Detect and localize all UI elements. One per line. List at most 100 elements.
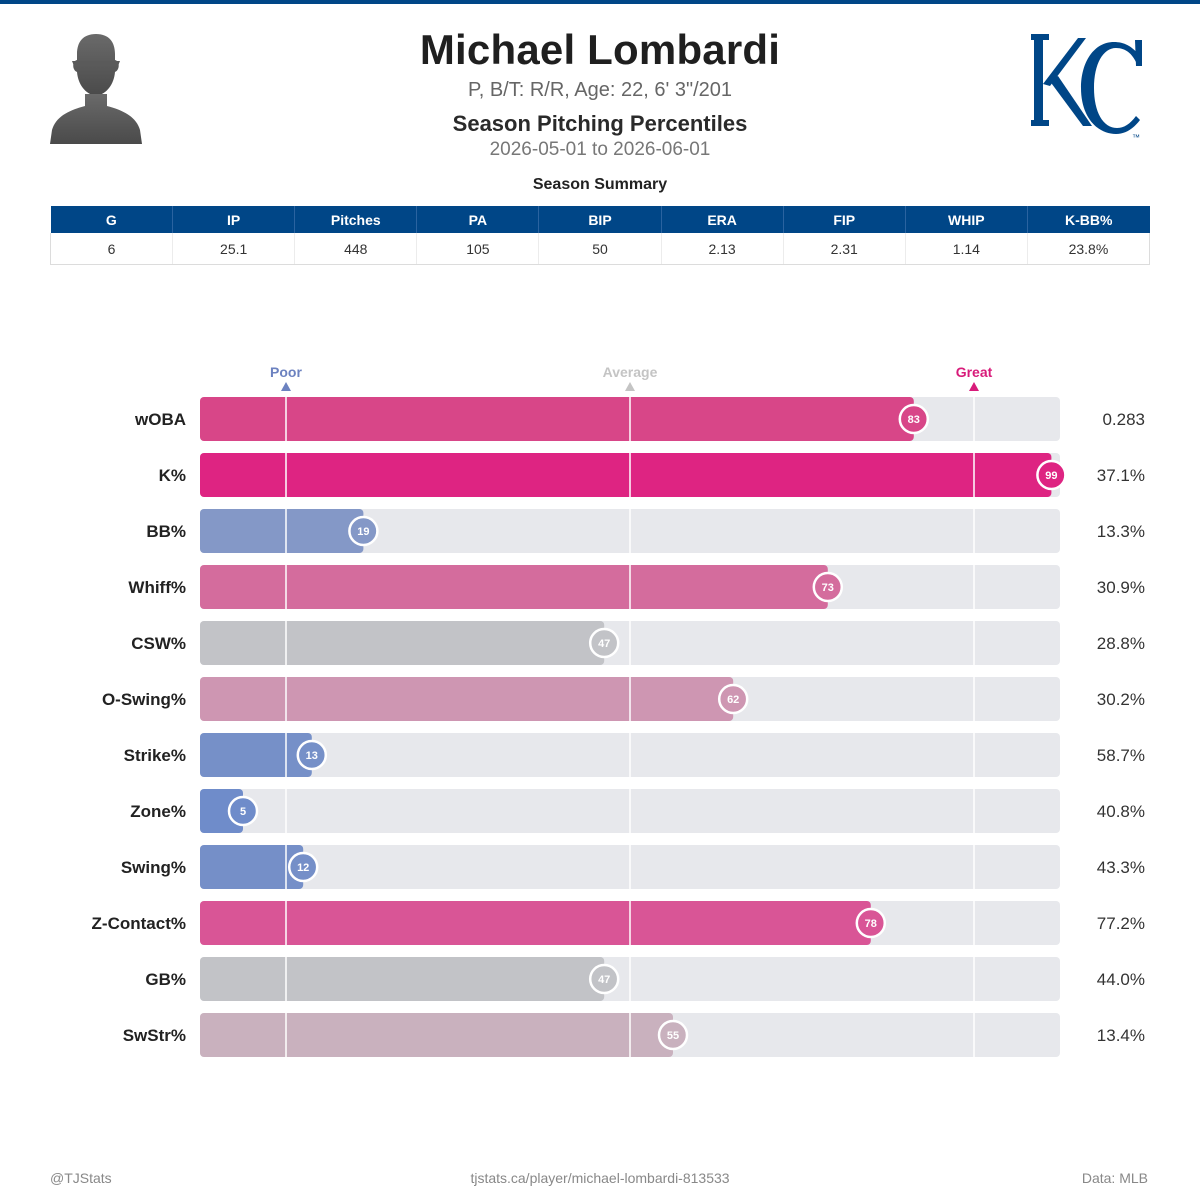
stat-label: Whiff% <box>128 578 186 597</box>
summary-header-cell: Pitches <box>294 206 418 233</box>
team-logo: ™ <box>1031 34 1142 142</box>
percentile-badge <box>588 963 620 995</box>
percentile-bar <box>200 453 1052 497</box>
summary-value-cell: 6 <box>49 233 174 265</box>
stat-value: 30.2% <box>1097 690 1145 709</box>
stat-value: 43.3% <box>1097 858 1145 877</box>
percentile-badge <box>287 851 319 883</box>
summary-header-cell: G <box>50 206 174 233</box>
percentile-bar <box>200 397 914 441</box>
stat-label: SwStr% <box>123 1026 186 1045</box>
percentile-bar <box>200 733 312 777</box>
percentile-badge-label: 19 <box>357 526 369 538</box>
stat-value: 28.8% <box>1097 634 1145 653</box>
stat-value: 13.4% <box>1097 1026 1145 1045</box>
percentile-bar <box>200 621 605 665</box>
stat-label: GB% <box>145 970 186 989</box>
stat-label: CSW% <box>131 634 186 653</box>
stat-value: 0.283 <box>1102 410 1145 429</box>
percentile-bar <box>200 1013 673 1057</box>
svg-text:™: ™ <box>1132 133 1140 142</box>
footer-source: Data: MLB <box>1081 1170 1148 1186</box>
stat-label: BB% <box>146 522 186 541</box>
summary-value-cell: 50 <box>538 233 662 265</box>
stat-label: K% <box>159 466 186 485</box>
percentile-bar <box>200 677 734 721</box>
percentile-bar <box>200 901 871 945</box>
percentile-badge <box>227 795 259 827</box>
percentile-badge <box>812 571 844 603</box>
percentile-badge-label: 13 <box>306 750 318 762</box>
summary-header-row: G IP Pitches PA BIP ERA FIP WHIP K-BB% <box>50 206 1150 233</box>
stat-value: 44.0% <box>1097 970 1145 989</box>
percentile-bar <box>200 509 364 553</box>
percentile-badge <box>717 683 749 715</box>
season-summary-table: G IP Pitches PA BIP ERA FIP WHIP K-BB% 6… <box>49 206 1151 265</box>
stat-label: Zone% <box>130 802 186 821</box>
reference-label-average: Average <box>603 364 658 380</box>
percentile-badge <box>588 627 620 659</box>
summary-value-cell: 1.14 <box>905 233 1028 265</box>
percentile-badge-label: 55 <box>667 1030 679 1042</box>
date-range: 2026-05-01 to 2026-06-01 <box>489 139 711 160</box>
reference-label-great: Great <box>956 364 993 380</box>
percentile-badge-label: 73 <box>822 582 834 594</box>
stat-label: wOBA <box>134 410 186 429</box>
percentile-badge-label: 47 <box>598 638 610 650</box>
percentile-badge-label: 5 <box>240 806 246 818</box>
percentile-badge-label: 83 <box>908 414 920 426</box>
stat-label: Strike% <box>124 746 186 765</box>
summary-header-cell: PA <box>416 206 540 233</box>
summary-header-cell: FIP <box>783 206 906 233</box>
percentile-bar <box>200 565 828 609</box>
stat-label: Swing% <box>121 858 186 877</box>
percentile-bar <box>200 845 304 889</box>
top-accent-line <box>0 0 1200 4</box>
percentile-bar <box>200 789 243 833</box>
player-name: Michael Lombardi <box>419 26 781 73</box>
team-logo-lettering <box>1031 34 1142 134</box>
percentile-bar <box>200 957 605 1001</box>
stat-value: 77.2% <box>1097 914 1145 933</box>
percentile-badge <box>296 739 328 771</box>
percentile-badge-label: 78 <box>865 918 877 930</box>
summary-header-cell: ERA <box>661 206 784 233</box>
summary-header-cell: BIP <box>538 206 662 233</box>
percentile-badge <box>898 403 930 435</box>
chart-subtitle: Season Pitching Percentiles <box>452 111 748 136</box>
player-bio: P, B/T: R/R, Age: 22, 6' 3"/201 <box>467 79 733 101</box>
summary-value-cell: 25.1 <box>172 233 296 265</box>
summary-value-cell: 2.31 <box>783 233 906 265</box>
reference-label-poor: Poor <box>270 364 302 380</box>
summary-value-cell: 2.13 <box>661 233 784 265</box>
summary-value-cell: 23.8% <box>1027 233 1151 265</box>
reference-arrow-great <box>969 382 979 391</box>
percentile-badge <box>348 515 379 547</box>
summary-header-cell: WHIP <box>905 206 1028 233</box>
summary-header-cell: IP <box>172 206 296 233</box>
percentile-badge <box>855 907 887 939</box>
percentile-bar-chart: Poor Average Great wOBA 83 0.283 K% 99 37.1% BB% 1… <box>92 364 1145 1057</box>
percentile-badge <box>657 1019 689 1051</box>
summary-value-cell: 105 <box>416 233 540 265</box>
footer-handle: @TJStats <box>50 1170 112 1186</box>
percentile-badge <box>1036 459 1067 491</box>
summary-value-row: 6 25.1 448 105 50 2.13 2.31 1.14 23.8% <box>49 233 1151 265</box>
player-headshot-placeholder <box>50 34 142 144</box>
stat-label: Z-Contact% <box>92 914 186 933</box>
reference-arrow-poor <box>281 382 291 391</box>
footer-url: tjstats.ca/player/michael-lombardi-81353… <box>470 1170 730 1186</box>
stat-value: 40.8% <box>1097 802 1145 821</box>
percentile-badge-label: 62 <box>727 694 739 706</box>
percentile-badge-label: 99 <box>1045 470 1057 482</box>
percentile-badge-label: 12 <box>297 862 309 874</box>
summary-header-cell: K-BB% <box>1027 206 1150 233</box>
stat-value: 58.7% <box>1097 746 1145 765</box>
stat-value: 37.1% <box>1097 466 1145 485</box>
stat-label: O-Swing% <box>102 690 186 709</box>
summary-value-cell: 448 <box>294 233 418 265</box>
stat-value: 30.9% <box>1097 578 1145 597</box>
summary-title: Season Summary <box>532 176 668 193</box>
reference-arrow-average <box>625 382 635 391</box>
stat-value: 13.3% <box>1097 522 1145 541</box>
